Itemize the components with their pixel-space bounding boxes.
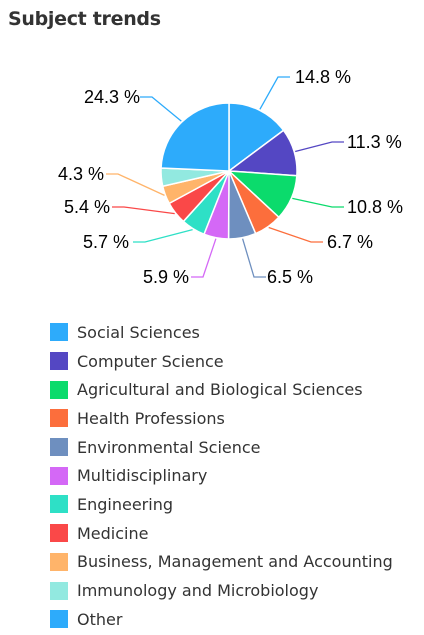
legend-swatch (50, 610, 68, 629)
legend-item-social-sciences[interactable]: Social Sciences (50, 318, 393, 347)
leader-line-social-sciences (259, 76, 290, 110)
legend-label: Multidisciplinary (77, 466, 208, 486)
leader-line-medicine (112, 206, 175, 215)
legend-item-business-management-and-accounting[interactable]: Business, Management and Accounting (50, 548, 393, 577)
legend-item-immunology-and-microbiology[interactable]: Immunology and Microbiology (50, 576, 393, 605)
legend-swatch (50, 323, 68, 342)
legend-label: Computer Science (77, 351, 224, 371)
leader-line-engineering (133, 228, 193, 243)
pie-slice-other[interactable] (160, 102, 230, 172)
leader-line-other (140, 96, 182, 122)
data-label-other: 24.3 % (84, 87, 140, 107)
leader-line-business-management-and-accounting (106, 173, 165, 196)
leader-line-multidisciplinary (191, 238, 217, 278)
legend-swatch (50, 524, 68, 543)
pie-slice-social-sciences[interactable] (228, 102, 285, 173)
legend-item-health-professions[interactable]: Health Professions (50, 404, 393, 433)
legend-label: Agricultural and Biological Sciences (77, 380, 363, 400)
legend-swatch (50, 352, 68, 371)
legend-label: Social Sciences (77, 322, 200, 342)
legend-label: Other (77, 609, 123, 629)
legend-swatch (50, 552, 68, 571)
legend-swatch (50, 438, 68, 457)
legend-swatch (50, 495, 68, 514)
data-label-multidisciplinary: 5.9 % (143, 267, 189, 287)
legend-swatch (50, 380, 68, 399)
legend-swatch (50, 409, 68, 428)
legend-item-agricultural-and-biological-sciences[interactable]: Agricultural and Biological Sciences (50, 375, 393, 404)
leader-line-environmental-science (241, 238, 266, 278)
legend-swatch (50, 466, 68, 485)
legend-item-engineering[interactable]: Engineering (50, 490, 393, 519)
data-label-medicine: 5.4 % (64, 197, 110, 217)
chart-legend: Social Sciences Computer Science Agricultu… (50, 318, 393, 634)
legend-item-environmental-science[interactable]: Environmental Science (50, 433, 393, 462)
leader-line-agricultural-and-biological-sciences (292, 197, 344, 208)
legend-swatch (50, 581, 68, 600)
legend-item-computer-science[interactable]: Computer Science (50, 347, 393, 376)
legend-label: Environmental Science (77, 437, 261, 457)
data-label-business-management-and-accounting: 4.3 % (58, 164, 104, 184)
data-label-health-professions: 6.7 % (327, 232, 373, 252)
legend-item-other[interactable]: Other (50, 605, 393, 634)
leader-line-health-professions (268, 226, 323, 243)
data-label-computer-science: 11.3 % (347, 132, 402, 152)
leader-line-computer-science (295, 141, 344, 153)
data-label-social-sciences: 14.8 % (295, 67, 351, 87)
legend-label: Health Professions (77, 408, 225, 428)
legend-item-multidisciplinary[interactable]: Multidisciplinary (50, 461, 393, 490)
data-label-environmental-science: 6.5 % (267, 267, 313, 287)
chart-title: Subject trends (8, 8, 161, 30)
legend-label: Business, Management and Accounting (77, 552, 393, 572)
data-label-engineering: 5.7 % (83, 232, 129, 252)
legend-label: Medicine (77, 523, 149, 543)
legend-label: Engineering (77, 494, 173, 514)
pie-chart: 14.8 % 11.3 % 10.8 % 6.7 % 6.5 % 5.9 % 5.7 % 5.… (58, 67, 403, 287)
legend-label: Immunology and Microbiology (77, 581, 319, 601)
data-label-agricultural-and-biological-sciences: 10.8 % (347, 197, 403, 217)
legend-item-medicine[interactable]: Medicine (50, 519, 393, 548)
